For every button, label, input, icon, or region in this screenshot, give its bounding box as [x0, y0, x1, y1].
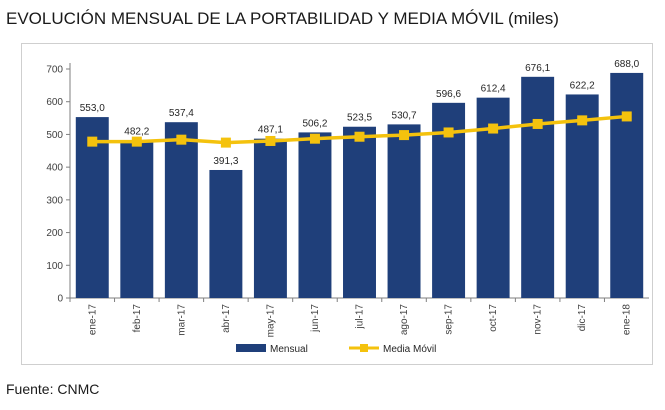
bar-mensual [164, 122, 198, 299]
line-point [532, 118, 543, 129]
x-tick-label: jul-17 [355, 304, 366, 330]
line-point [309, 133, 320, 144]
bar-mensual [521, 76, 555, 298]
bar-value-label: 530,7 [392, 110, 417, 121]
bar-value-label: 596,6 [436, 89, 461, 100]
bar-value-label: 537,4 [169, 108, 194, 119]
bar-mensual [387, 124, 421, 298]
bar-mensual [75, 117, 109, 298]
bar-value-label: 482,2 [124, 126, 149, 137]
line-point [443, 127, 454, 138]
bar-mensual [343, 126, 376, 298]
line-point [131, 136, 142, 147]
x-tick-label: dic-17 [577, 304, 588, 332]
x-tick-label: jun-17 [310, 304, 321, 333]
bar-value-label: 523,5 [347, 113, 372, 124]
bar-value-label: 506,2 [302, 118, 327, 129]
chart-frame: 0 100 200 300 400 500 600 700 553,0 482,2 537,4 391… [21, 43, 653, 365]
y-tick-label: 400 [46, 163, 63, 174]
x-tick-label: ene-17 [87, 304, 98, 336]
legend-swatch-mensual [236, 344, 266, 352]
legend-label-mensual: Mensual [270, 344, 308, 355]
legend-swatch-marker [360, 344, 368, 352]
y-tick-label: 100 [46, 261, 63, 272]
line-point [399, 130, 410, 141]
x-tick-label: mar-17 [176, 304, 187, 336]
y-tick-label: 500 [46, 130, 63, 141]
bar-value-label: 391,3 [213, 156, 238, 167]
x-tick-label: ago-17 [399, 304, 410, 336]
line-point [488, 123, 499, 134]
bar-value-label: 688,0 [614, 59, 639, 70]
x-tick-label: oct-17 [488, 304, 499, 332]
line-point [265, 135, 276, 146]
legend-label-media-movil: Media Móvil [383, 344, 436, 355]
x-tick-label: sep-17 [444, 304, 455, 335]
y-tick-label: 200 [46, 228, 63, 239]
y-tick-label: 600 [46, 97, 63, 108]
bar-mensual [565, 94, 599, 298]
line-point [87, 136, 98, 147]
y-tick-label: 300 [46, 195, 63, 206]
bar-mensual [298, 132, 332, 298]
source-note: Fuente: CNMC [6, 381, 100, 397]
x-tick-label: nov-17 [533, 304, 544, 335]
y-tick-label: 0 [57, 294, 63, 305]
bar-mensual [610, 72, 644, 298]
line-point [220, 137, 231, 148]
bar-value-label: 487,1 [258, 125, 283, 136]
y-tick-label: 700 [46, 65, 63, 76]
x-tick-label: ene-18 [622, 304, 633, 336]
chart-title: EVOLUCIÓN MENSUAL DE LA PORTABILIDAD Y M… [6, 9, 559, 28]
line-point [176, 134, 187, 145]
bar-mensual [253, 138, 287, 298]
bar-value-label: 676,1 [525, 63, 550, 74]
x-tick-label: feb-17 [132, 304, 143, 333]
bar-value-label: 553,0 [80, 103, 105, 114]
bar-value-label: 612,4 [481, 84, 506, 95]
bar-mensual [209, 169, 243, 298]
line-point [621, 111, 632, 122]
chart: 0 100 200 300 400 500 600 700 553,0 482,2 537,4 391… [46, 59, 649, 355]
bar-mensual [120, 140, 154, 298]
line-point [577, 115, 588, 126]
x-tick-label: may-17 [265, 304, 276, 338]
bar-value-label: 622,2 [570, 80, 595, 91]
x-tick-label: abr-17 [221, 304, 232, 333]
line-point [354, 131, 365, 142]
